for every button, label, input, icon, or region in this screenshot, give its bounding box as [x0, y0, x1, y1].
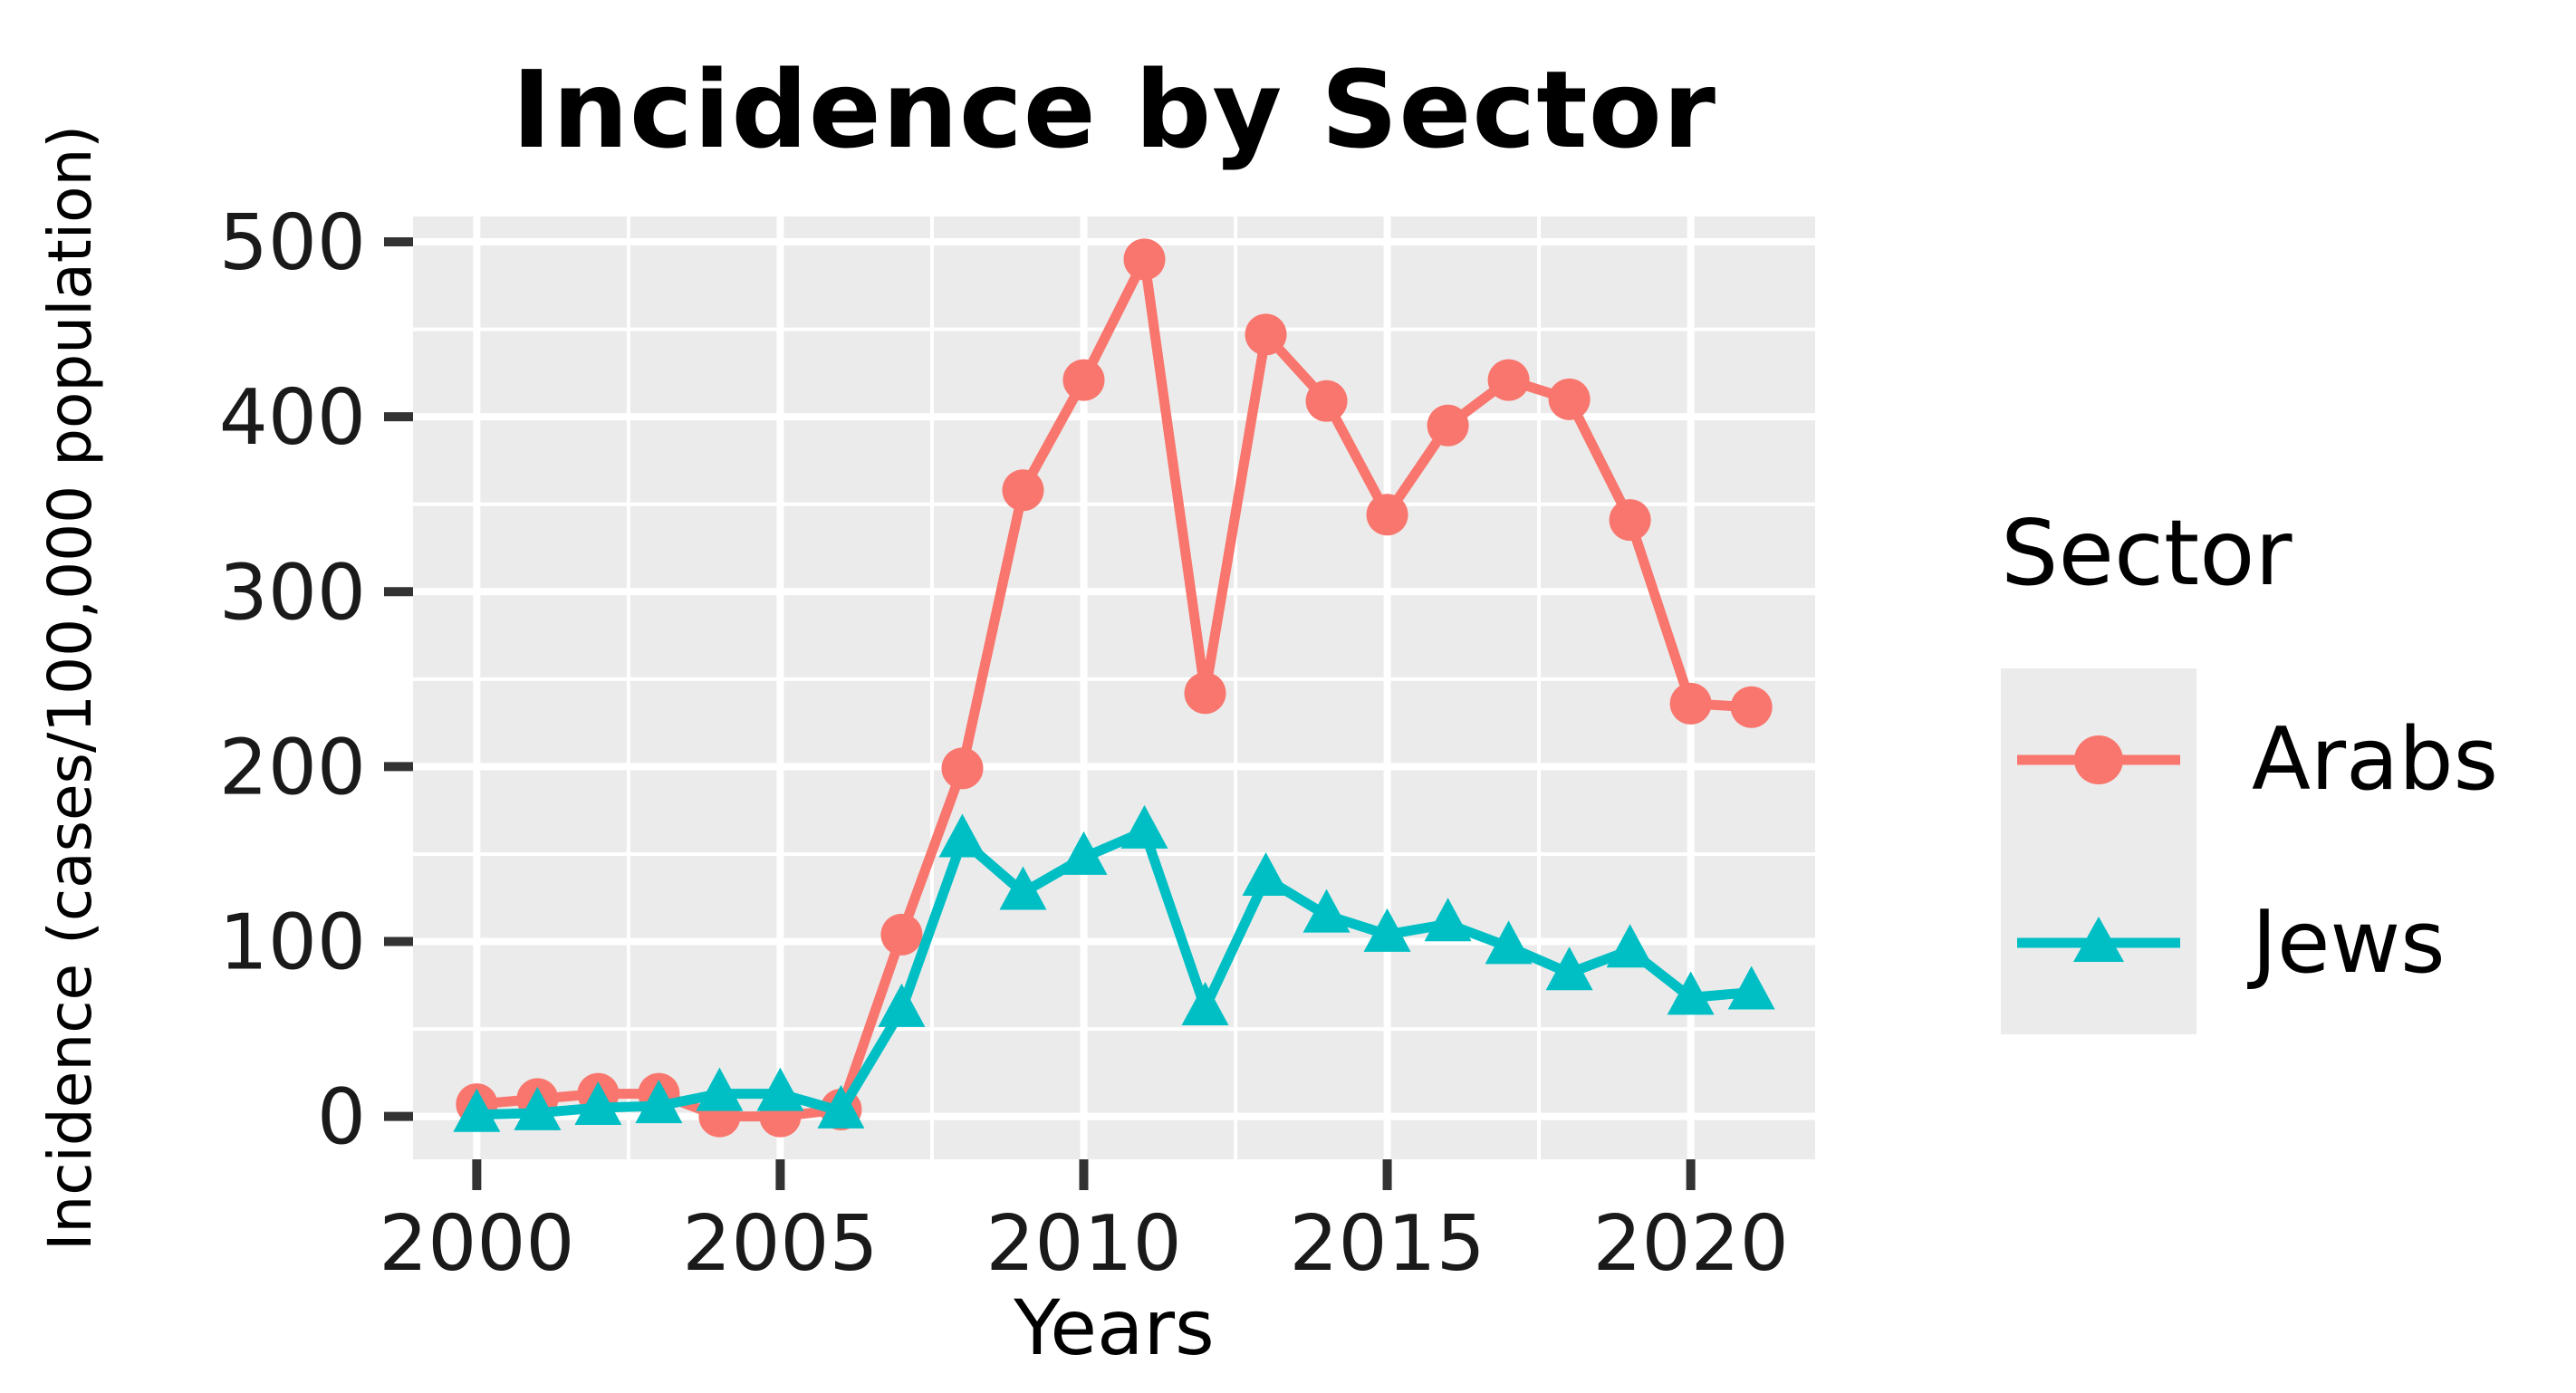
point-jews-2018 [1545, 946, 1593, 991]
point-arabs-2010 [1062, 359, 1105, 401]
plot-panel [413, 216, 1815, 1159]
y-tick-label-0: 0 [317, 1073, 366, 1163]
point-jews-2006 [817, 1084, 865, 1129]
point-arabs-2011 [1123, 238, 1166, 281]
point-jews-2014 [1302, 889, 1350, 933]
point-arabs-2016 [1427, 404, 1469, 447]
point-jews-2016 [1424, 898, 1472, 942]
y-tick-label-400: 400 [219, 373, 366, 463]
jews-line-triangle-icon [2017, 917, 2180, 962]
point-jews-2011 [1120, 804, 1168, 849]
point-arabs-2012 [1184, 672, 1226, 715]
point-jews-2004 [696, 1067, 744, 1111]
x-tick-label-2010: 2010 [985, 1199, 1181, 1289]
x-tick-label-2005: 2005 [682, 1199, 878, 1289]
x-tick-label-2000: 2000 [379, 1199, 574, 1289]
point-arabs-2014 [1305, 379, 1348, 422]
point-jews-2009 [999, 866, 1047, 910]
point-jews-2005 [756, 1067, 804, 1111]
y-axis-title: Incidence (cases/100,000 population) [35, 125, 105, 1251]
point-jews-2007 [878, 983, 926, 1027]
point-jews-2002 [574, 1081, 622, 1126]
x-tick-label-2020: 2020 [1592, 1199, 1788, 1289]
point-arabs-2009 [1002, 469, 1044, 512]
point-arabs-2017 [1487, 359, 1530, 401]
point-arabs-2019 [1609, 499, 1651, 542]
y-tick-label-500: 500 [219, 198, 366, 288]
chart-title: Incidence by Sector [512, 47, 1716, 172]
point-arabs-2007 [880, 913, 923, 956]
legend-key-arabs [2001, 668, 2196, 851]
point-jews-2017 [1485, 920, 1533, 965]
point-jews-2021 [1727, 965, 1775, 1010]
point-jews-2000 [453, 1088, 501, 1132]
point-jews-2010 [1060, 831, 1108, 875]
point-arabs-2013 [1245, 313, 1287, 356]
y-tick-label-100: 100 [219, 898, 366, 988]
point-arabs-2008 [941, 747, 984, 790]
point-arabs-2018 [1548, 378, 1591, 420]
point-jews-2001 [514, 1086, 562, 1130]
point-jews-2012 [1181, 981, 1229, 1025]
y-tick-label-300: 300 [219, 548, 366, 638]
point-jews-2008 [938, 813, 986, 858]
arabs-line-circle-icon [2017, 735, 2180, 784]
legend-key-box [2001, 668, 2196, 1034]
point-jews-2020 [1667, 971, 1715, 1015]
point-jews-2019 [1606, 924, 1654, 968]
legend-label-arabs: Arabs [2252, 710, 2499, 810]
legend-title: Sector [2001, 500, 2292, 606]
x-axis-title: Years [1013, 1283, 1215, 1372]
legend-glyph-circle-arabs [2074, 735, 2123, 784]
point-jews-2013 [1242, 852, 1290, 897]
series-line-jews [471, 826, 1757, 1120]
point-arabs-2021 [1730, 686, 1773, 728]
legend-glyph-triangle-jews [2073, 917, 2124, 962]
legend-key-jews [2001, 851, 2196, 1034]
series-line-arabs [471, 254, 1757, 1122]
point-arabs-2020 [1669, 682, 1712, 725]
y-tick-label-200: 200 [219, 723, 366, 812]
point-arabs-2015 [1366, 494, 1408, 536]
legend-label-jews: Jews [2252, 893, 2446, 993]
point-jews-2015 [1363, 908, 1411, 952]
x-tick-label-2015: 2015 [1289, 1199, 1485, 1289]
point-jews-2003 [635, 1080, 683, 1124]
